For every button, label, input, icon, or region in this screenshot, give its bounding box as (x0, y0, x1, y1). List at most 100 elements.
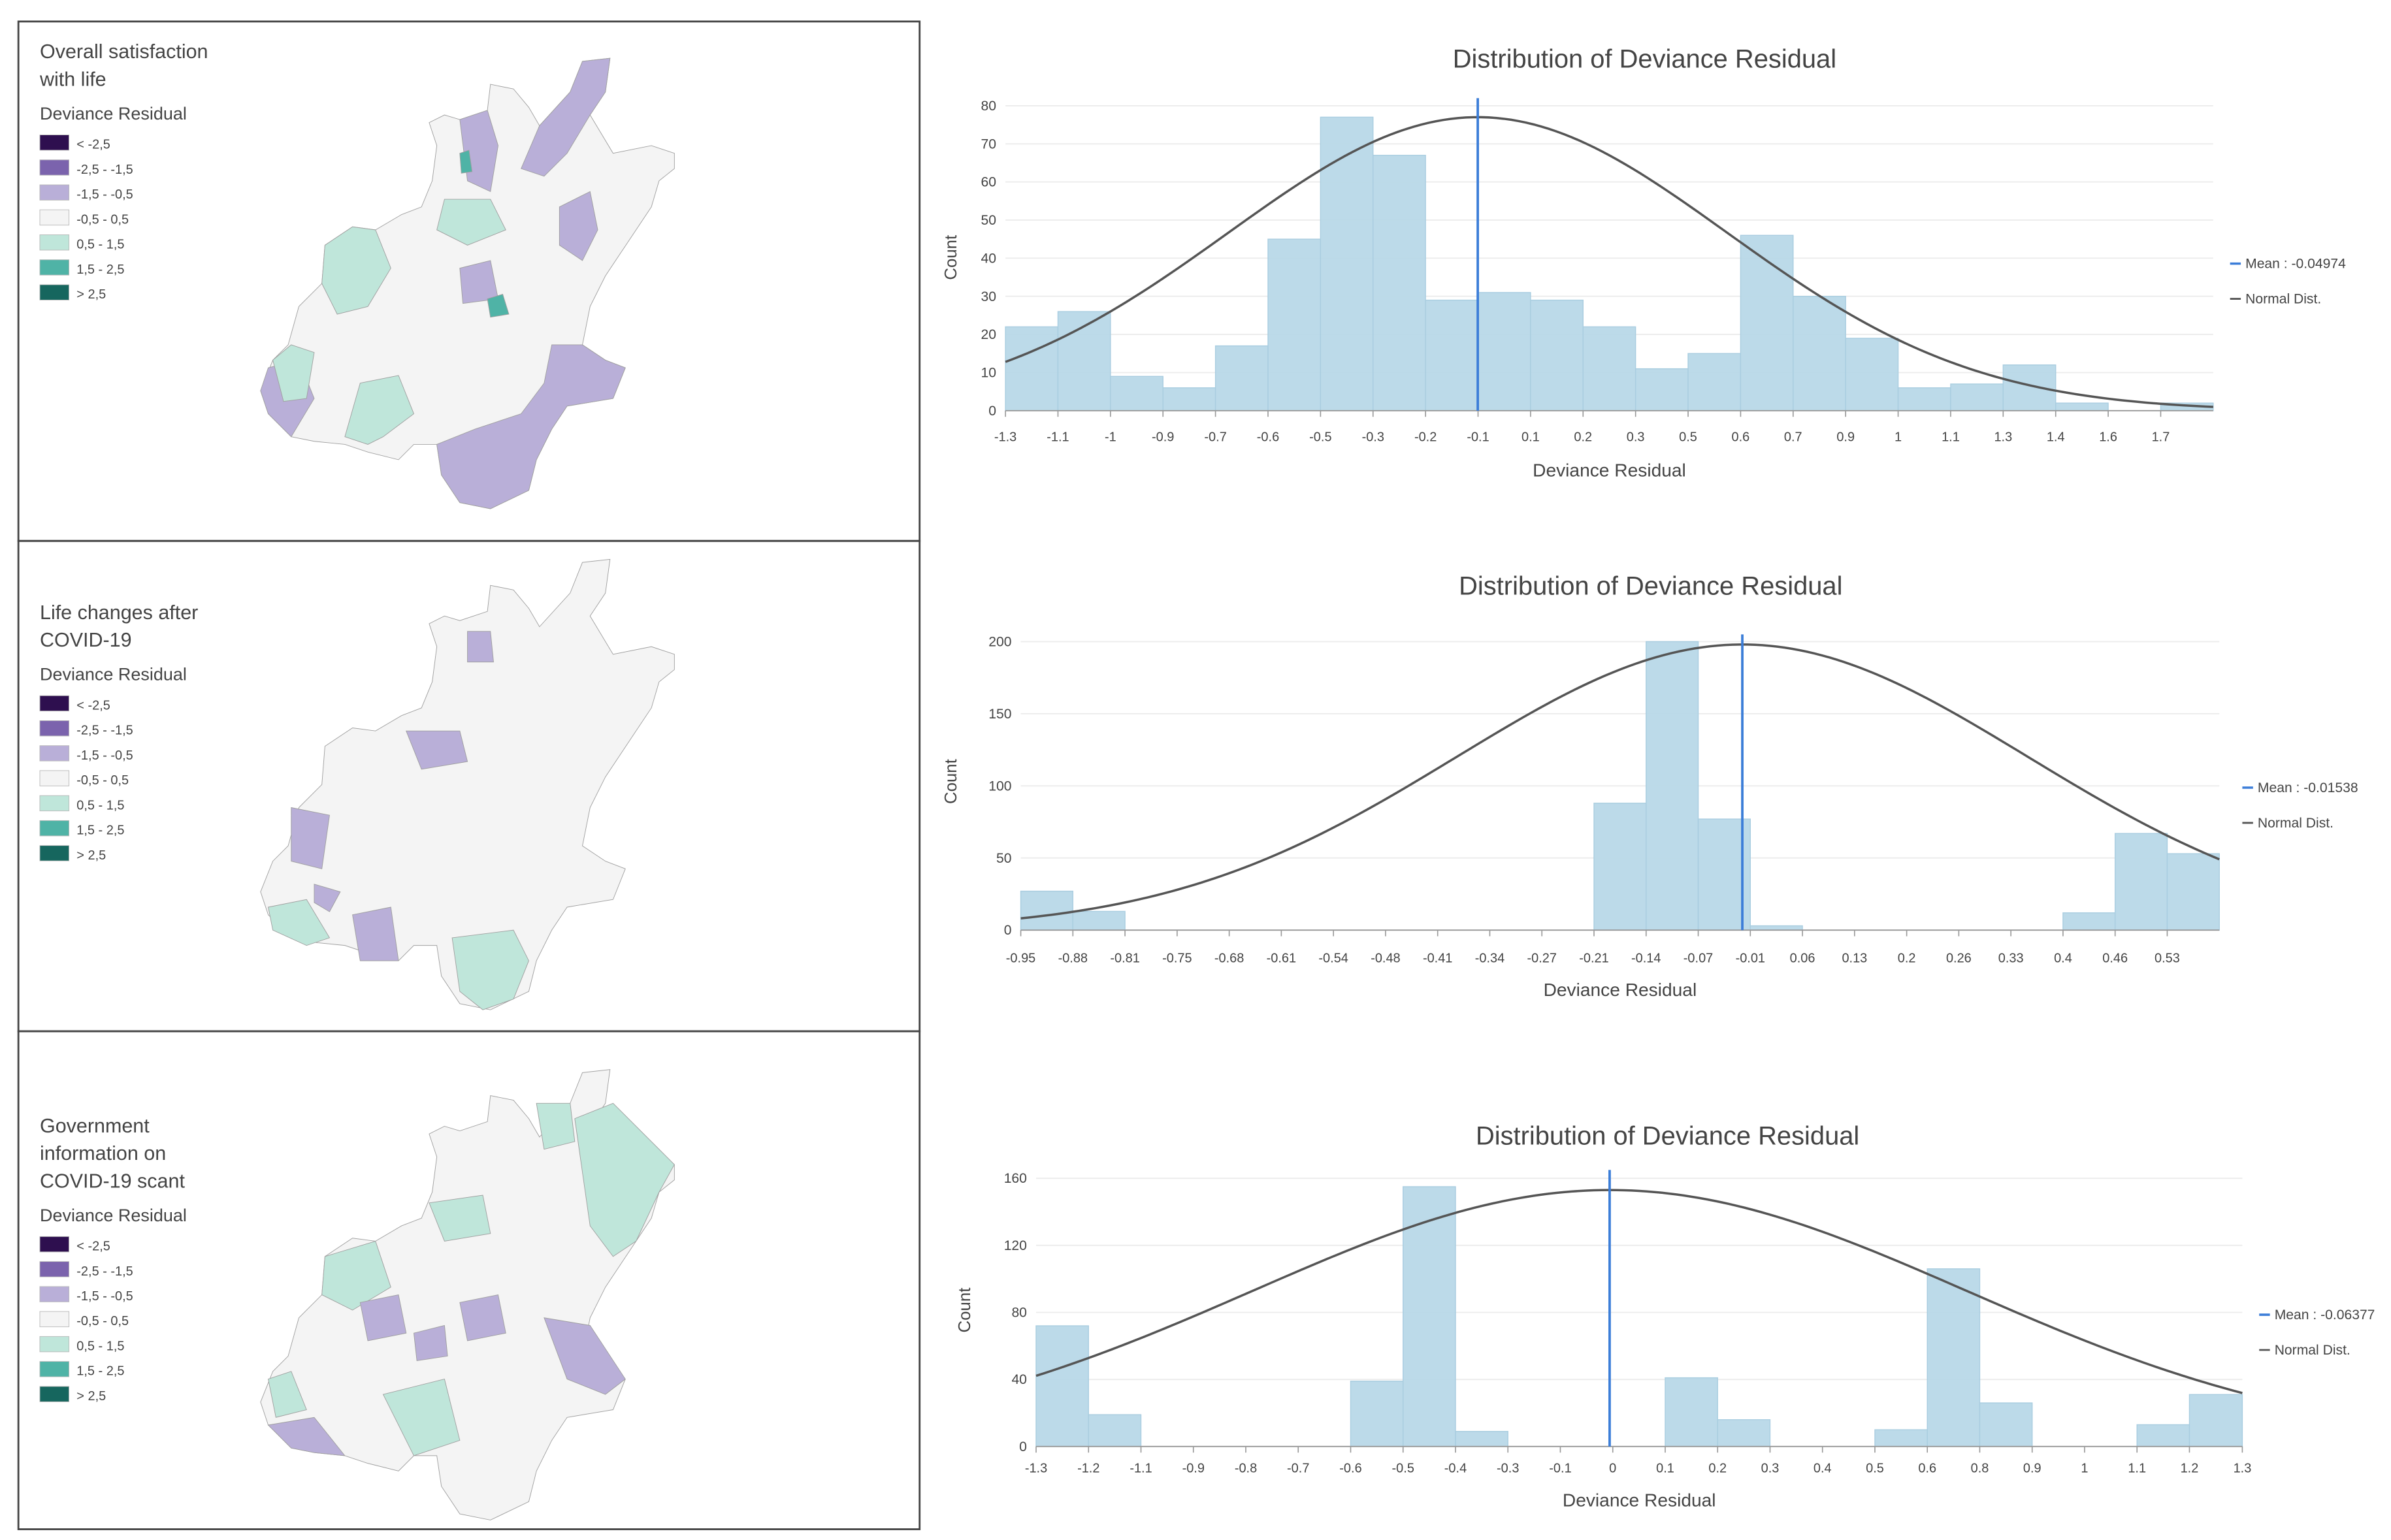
map-region (344, 375, 415, 445)
map-panel (17, 1030, 921, 1530)
legend-label: < -2,5 (76, 698, 110, 713)
x-tick-label: -0.27 (1527, 951, 1557, 965)
x-tick-label: -0.3 (1362, 430, 1384, 445)
x-tick-label: 0.2 (1708, 1462, 1727, 1476)
bar (1214, 345, 1269, 411)
x-tick-label: 0.1 (1521, 430, 1540, 445)
y-tick-label: 160 (1004, 1171, 1027, 1186)
map-region (382, 1379, 461, 1456)
map-title: COVID-19 (40, 629, 132, 651)
x-tick-label: 1.7 (2152, 430, 2170, 445)
x-tick-label: -0.7 (1287, 1462, 1309, 1476)
legend-swatch (39, 259, 70, 276)
bar (1320, 116, 1374, 411)
bar (1950, 383, 2004, 411)
map (259, 57, 675, 510)
legend-swatch (39, 1286, 70, 1302)
map-region (429, 1195, 491, 1242)
map-region (536, 1102, 576, 1150)
map-region (272, 344, 315, 402)
y-tick-label: 100 (988, 778, 1011, 794)
map-title: Government (40, 1115, 150, 1137)
legend-label: 0,5 - 1,5 (76, 238, 124, 252)
bar (1979, 1402, 2033, 1447)
map-region (291, 807, 330, 869)
map-region (268, 899, 331, 946)
x-tick-label: -0.6 (1339, 1462, 1361, 1476)
legend-label: 1,5 - 2,5 (76, 263, 124, 277)
y-tick-label: 40 (981, 251, 996, 266)
x-tick-label: -1 (1105, 430, 1116, 445)
bar (1057, 311, 1111, 411)
legend-swatch (39, 1336, 70, 1353)
map-region (359, 1294, 407, 1341)
legend-swatch (39, 184, 70, 201)
legend-label: -2,5 - -1,5 (76, 724, 133, 738)
y-tick-label: 80 (981, 99, 996, 114)
legend-label: 0,5 - 1,5 (76, 1339, 124, 1353)
bar (1582, 326, 1636, 411)
bar (1793, 296, 1846, 411)
x-tick-label: -0.7 (1204, 430, 1226, 445)
x-tick-label: 0.06 (1790, 951, 1815, 965)
x-tick-label: 0.9 (1836, 430, 1855, 445)
x-axis-label: Deviance Residual (1533, 460, 1686, 481)
x-tick-label: -0.9 (1152, 430, 1174, 445)
x-tick-label: -0.3 (1497, 1462, 1519, 1476)
x-tick-label: -0.48 (1371, 951, 1400, 965)
x-tick-label: 1.3 (2234, 1462, 2252, 1476)
legend-swatch (39, 845, 70, 861)
y-tick-label: 200 (988, 634, 1011, 649)
x-tick-label: 0.3 (1627, 430, 1645, 445)
x-tick-label: -1.3 (994, 430, 1017, 445)
x-tick-label: -1.3 (1025, 1462, 1047, 1476)
map-region (459, 1294, 506, 1341)
x-tick-label: 0.8 (1971, 1462, 1989, 1476)
legend-label: > 2,5 (76, 848, 106, 863)
map-region (451, 929, 529, 1010)
legend-swatch (39, 1386, 70, 1402)
legend-swatch (39, 159, 70, 176)
x-tick-label: 0.3 (1761, 1462, 1780, 1476)
x-tick-label: 1.4 (2047, 430, 2065, 445)
x-tick-label: 1.1 (2128, 1462, 2146, 1476)
legend-mean-label: Mean : -0.01538 (2258, 780, 2358, 795)
map-title: with life (39, 68, 106, 90)
bar (2136, 1424, 2190, 1447)
map-region (459, 150, 473, 174)
x-tick-label: -0.68 (1214, 951, 1244, 965)
legend-swatch (39, 1261, 70, 1277)
legend-mean-label: Mean : -0.04974 (2245, 257, 2346, 272)
map-region (574, 1102, 675, 1257)
y-tick-label: 80 (1011, 1306, 1026, 1321)
x-tick-label: 0.5 (1866, 1462, 1884, 1476)
x-tick-label: 0.46 (2102, 951, 2128, 965)
legend-label: -1,5 - -0,5 (76, 1289, 133, 1304)
x-tick-label: 1.2 (2181, 1462, 2199, 1476)
bar (2062, 912, 2116, 931)
bar (1665, 1377, 1718, 1447)
bar (1373, 155, 1426, 411)
legend-swatch (39, 795, 70, 812)
map-title: Overall satisfaction (40, 40, 208, 63)
normal-curve (1020, 643, 2220, 920)
bar (1646, 641, 1699, 931)
map-region (436, 199, 506, 246)
legend-label: > 2,5 (76, 287, 106, 302)
chart-title: Distribution of Deviance Residual (1453, 44, 1836, 73)
legend-title: Deviance Residual (40, 665, 187, 684)
x-tick-label: 1.6 (2099, 430, 2117, 445)
bar (1088, 1414, 1142, 1447)
x-tick-label: 0 (1609, 1462, 1616, 1476)
x-tick-label: -0.5 (1392, 1462, 1414, 1476)
legend-swatch (39, 234, 70, 251)
map-region (559, 191, 598, 261)
legend-label: -1,5 - -0,5 (76, 187, 133, 202)
legend-label: < -2,5 (76, 1240, 110, 1254)
x-tick-label: 0.4 (2054, 951, 2072, 965)
map-region (321, 226, 391, 315)
map (259, 1068, 675, 1521)
bar (1897, 387, 1951, 411)
map-region (487, 293, 510, 318)
legend-label: 1,5 - 2,5 (76, 824, 124, 838)
